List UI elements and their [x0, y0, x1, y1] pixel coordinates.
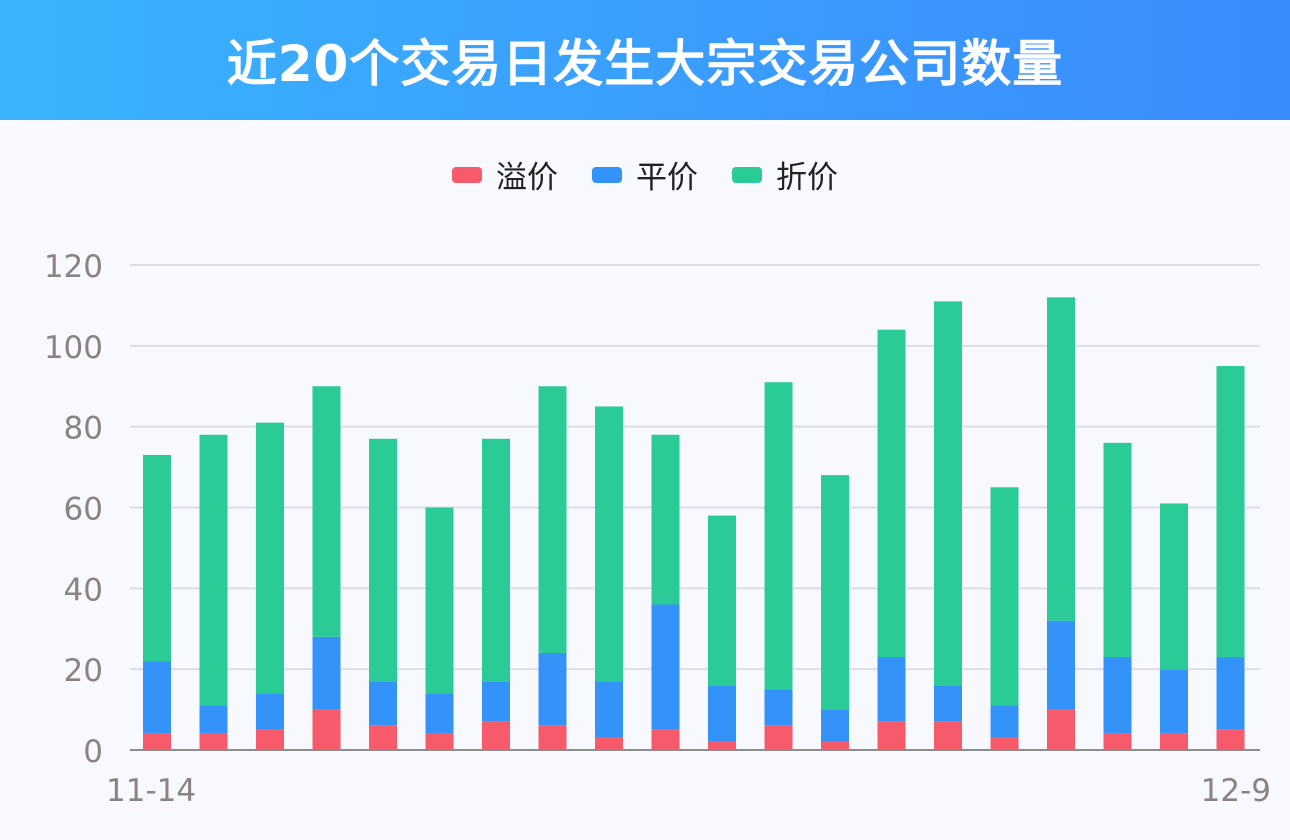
bar-premium [425, 733, 454, 750]
bar-par [877, 657, 906, 722]
bar-premium [1160, 733, 1188, 750]
bar-premium [651, 729, 680, 750]
bar-par [143, 661, 171, 734]
bar-premium [1103, 733, 1132, 750]
y-tick-label: 40 [64, 572, 103, 608]
bar-premium [312, 709, 341, 750]
bar-discount [199, 434, 228, 706]
bar-discount [651, 434, 680, 605]
bar-discount [1103, 442, 1132, 658]
bar-premium [1047, 709, 1075, 750]
bar-premium [482, 721, 510, 750]
bar-premium [877, 721, 906, 750]
bar-premium [708, 741, 736, 750]
bar-par [764, 689, 793, 726]
bar-premium [369, 725, 397, 750]
bar-premium [764, 725, 793, 750]
bar-par [934, 685, 962, 722]
bar-par [821, 709, 849, 742]
bar-par [369, 681, 397, 726]
bar-par [312, 636, 341, 710]
bar-par [1103, 657, 1132, 734]
legend-label-premium: 溢价 [496, 160, 558, 196]
bar-discount [482, 438, 510, 682]
bar-discount [538, 386, 567, 653]
legend-label-par: 平价 [636, 160, 698, 196]
bar-par [1216, 657, 1245, 730]
bar-premium [256, 729, 284, 750]
y-tick-label: 100 [44, 330, 103, 366]
y-tick-label: 120 [44, 249, 103, 285]
y-tick-label: 0 [83, 734, 103, 770]
bar-par [1160, 669, 1188, 734]
bar-premium [990, 737, 1019, 750]
legend: 溢价 平价 折价 [0, 152, 1290, 197]
bar-discount [990, 487, 1019, 706]
bar-discount [1216, 366, 1245, 658]
legend-swatch-par [592, 166, 622, 183]
bar-discount [369, 438, 397, 682]
bar-discount [143, 454, 171, 662]
bar-discount [425, 507, 454, 694]
bar-premium [538, 725, 567, 750]
legend-label-discount: 折价 [776, 160, 838, 196]
bar-premium [1216, 729, 1245, 750]
legend-item-par[interactable]: 平价 [592, 152, 698, 197]
bar-discount [934, 301, 962, 686]
bar-discount [312, 386, 341, 637]
legend-swatch-discount [732, 166, 762, 183]
legend-item-discount[interactable]: 折价 [732, 152, 838, 197]
y-tick-label: 20 [64, 653, 103, 689]
bar-discount [708, 515, 736, 686]
bar-premium [934, 721, 962, 750]
bar-par [199, 705, 228, 734]
bar-par [1047, 620, 1075, 710]
bar-par [990, 705, 1019, 738]
bar-par [482, 681, 510, 722]
bar-discount [256, 422, 284, 694]
bar-par [595, 681, 623, 738]
bar-premium [143, 733, 171, 750]
legend-swatch-premium [452, 166, 482, 183]
bar-premium [199, 733, 228, 750]
bar-premium [821, 741, 849, 750]
bar-discount [821, 475, 849, 710]
bar-discount [1047, 297, 1075, 621]
bar-par [651, 604, 680, 730]
y-tick-label: 80 [64, 411, 103, 447]
chart-title: 近20个交易日发生大宗交易公司数量 [226, 35, 1064, 93]
x-tick-label: 11-14 [106, 773, 196, 809]
x-tick-label: 12-9 [1201, 773, 1271, 809]
bar-discount [595, 406, 623, 682]
bar-par [425, 693, 454, 734]
bar-par [538, 653, 567, 726]
bar-par [256, 693, 284, 730]
bar-discount [1160, 503, 1188, 670]
bar-premium [595, 737, 623, 750]
legend-item-premium[interactable]: 溢价 [452, 152, 558, 197]
bar-discount [877, 329, 906, 658]
bar-discount [764, 382, 793, 690]
title-banner: 近20个交易日发生大宗交易公司数量 [0, 0, 1290, 120]
y-tick-label: 60 [64, 492, 103, 528]
bar-par [708, 685, 736, 742]
